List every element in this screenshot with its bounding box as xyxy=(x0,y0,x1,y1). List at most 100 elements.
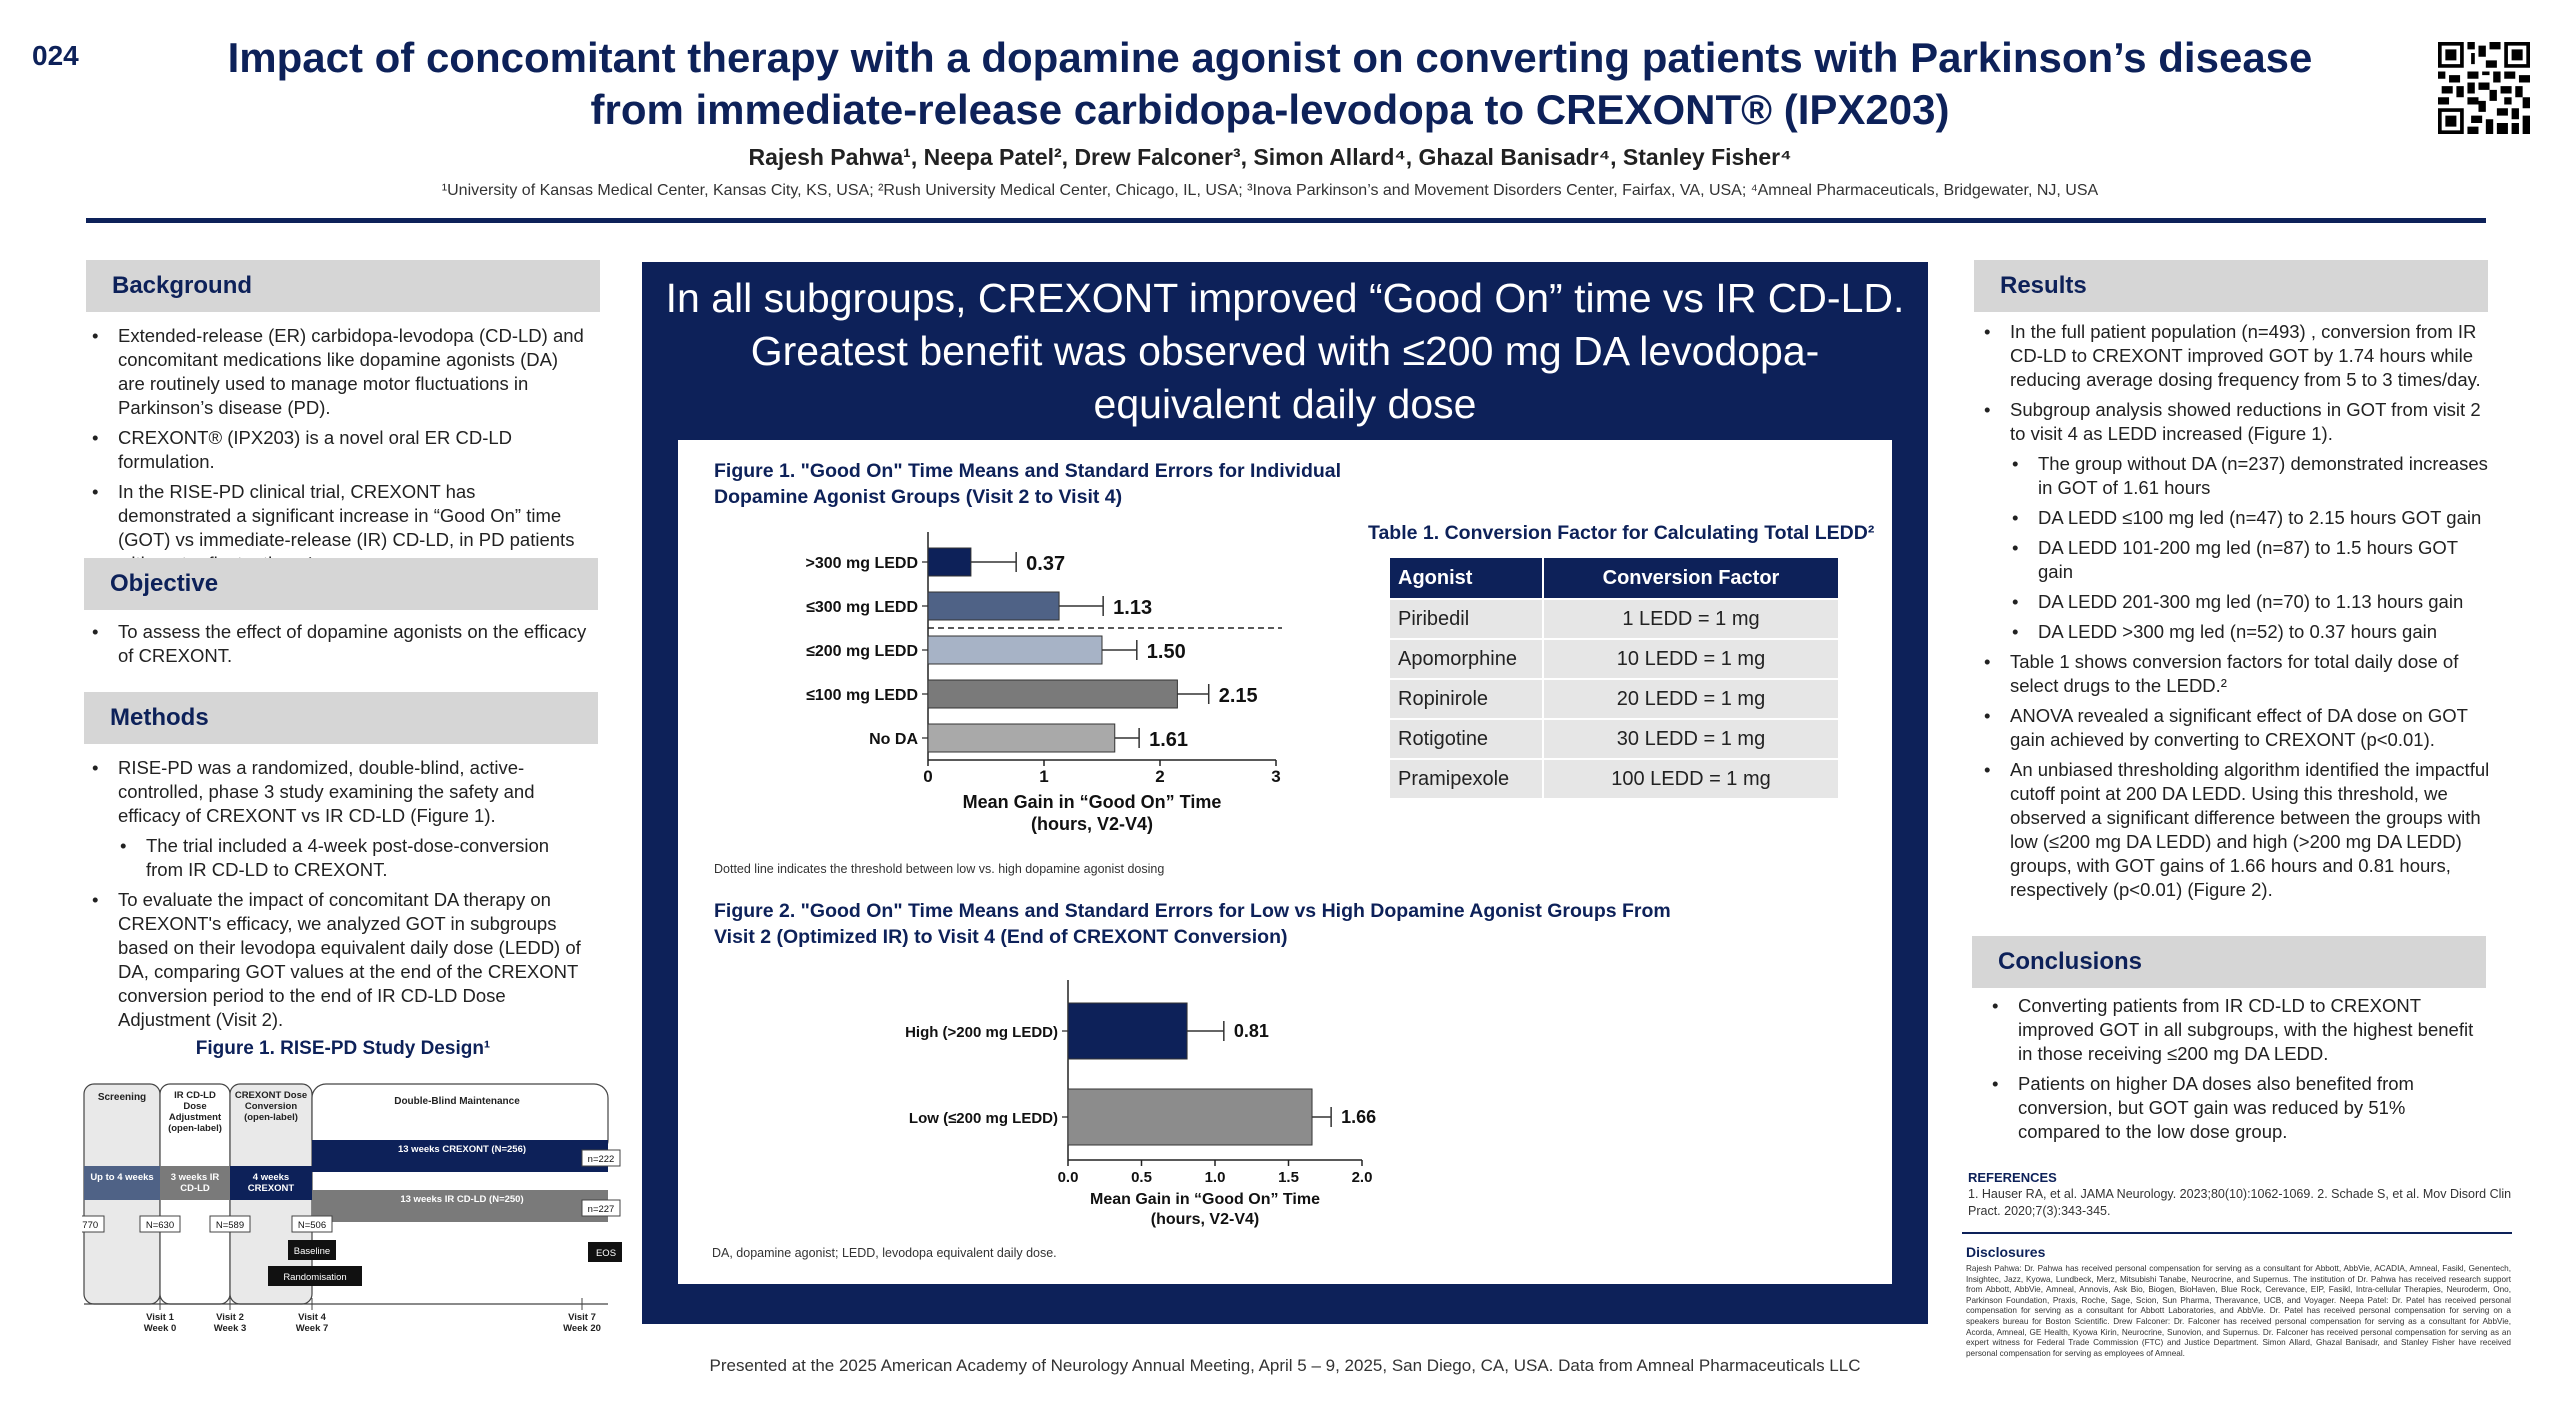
crexont-arm-bar xyxy=(312,1140,608,1172)
bar xyxy=(927,723,1116,753)
background-heading: Background xyxy=(86,260,600,312)
conversion-factor-table: Agonist Conversion Factor Piribedil 1 LED… xyxy=(1388,556,1840,800)
baseline-label: Baseline xyxy=(294,1246,330,1257)
background-bullet: Extended-release (ER) carbidopa-levodopa… xyxy=(92,324,588,420)
background-bullet: CREXONT® (IPX203) is a novel oral ER CD-… xyxy=(92,426,588,474)
methods-bullet: To evaluate the impact of concomitant DA… xyxy=(92,888,588,1032)
disclosures-rule xyxy=(1962,1232,2512,1234)
eos-box xyxy=(588,1242,622,1262)
background-text: Extended-release (ER) carbidopa-levodopa… xyxy=(88,324,588,582)
ir-dose-label: IR CD-LD Dose Adjustment (open-label) xyxy=(168,1090,222,1134)
table-header-agonist: Agonist xyxy=(1388,556,1544,600)
data-label: 1.66 xyxy=(1341,1107,1376,1127)
bar xyxy=(1067,1088,1313,1146)
objective-bullet: To assess the effect of dopamine agonist… xyxy=(92,620,588,668)
n630-box xyxy=(139,1215,181,1233)
table-header-factor: Conversion Factor xyxy=(1542,556,1840,600)
methods-heading: Methods xyxy=(84,692,598,744)
poster-title: Impact of concomitant therapy with a dop… xyxy=(227,34,2313,133)
results-bullet: Table 1 shows conversion factors for tot… xyxy=(1984,650,2490,698)
x-tick-label: 1 xyxy=(1039,767,1048,786)
disclosures-text: Rajesh Pahwa: Dr. Pahwa has received per… xyxy=(1966,1264,2511,1358)
visit-4-label: Visit 4 Week 7 xyxy=(295,1312,329,1334)
agonist-cell: Rotigotine xyxy=(1388,718,1544,760)
baseline-box xyxy=(288,1240,336,1260)
methods-text: RISE-PD was a randomized, double-blind, … xyxy=(88,756,588,1038)
conclusions-bullet: Patients on higher DA doses also benefit… xyxy=(1992,1072,2488,1144)
table-row: Ropinirole 20 LEDD = 1 mg xyxy=(1388,678,1840,720)
figure-2-bar-chart: 0.0 0.5 1.0 1.5 2.0 High (>200 mg LEDD) 0.81 Lo… xyxy=(905,980,1376,1228)
author-list: Rajesh Pahwa¹, Neepa Patel², Drew Falcon… xyxy=(748,144,1792,170)
results-bullet: An unbiased thresholding algorithm ident… xyxy=(1984,758,2490,902)
agonist-cell: Pramipexole xyxy=(1388,758,1544,800)
objective-text: To assess the effect of dopamine agonist… xyxy=(88,620,588,674)
category-label: >300 mg LEDD xyxy=(806,555,918,572)
results-text: In the full patient population (n=493) ,… xyxy=(1980,320,2490,908)
factor-cell: 30 LEDD = 1 mg xyxy=(1542,718,1840,760)
x-axis-title: Mean Gain in “Good On” Time xyxy=(963,792,1222,812)
up-to-label: Up to 4 weeks xyxy=(90,1172,154,1183)
visit-1-label: Visit 1 Week 0 xyxy=(143,1312,177,1334)
results-bullet: Subgroup analysis showed reductions in G… xyxy=(1984,398,2490,446)
x-tick-label: 3 xyxy=(1271,767,1280,786)
table-row: Piribedil 1 LEDD = 1 mg xyxy=(1388,598,1840,640)
study-design-title: Figure 1. RISE-PD Study Design¹ xyxy=(195,1038,491,1059)
conversion-duration-bar xyxy=(230,1166,312,1200)
data-label: 0.81 xyxy=(1234,1021,1269,1041)
qr-code-icon[interactable] xyxy=(2438,42,2530,134)
n222-box xyxy=(581,1149,621,1167)
figure-1-title: Figure 1. "Good On" Time Means and Stand… xyxy=(714,460,1342,508)
category-label: ≤300 mg LEDD xyxy=(806,599,918,616)
factor-cell: 20 LEDD = 1 mg xyxy=(1542,678,1840,720)
table-row: Rotigotine 30 LEDD = 1 mg xyxy=(1388,718,1840,760)
randomisation-label: Randomisation xyxy=(283,1272,346,1283)
bar xyxy=(927,635,1103,665)
n227-label: n=227 xyxy=(588,1204,615,1215)
poster-number: 024 xyxy=(32,40,79,71)
figure-2-note: DA, dopamine agonist; LEDD, levodopa equ… xyxy=(712,1246,1057,1260)
study-design-diagram: Screening IR CD-LD Dose Adjustment (open… xyxy=(82,1083,622,1334)
n506-label: N=506 xyxy=(298,1220,326,1231)
affiliations: ¹University of Kansas Medical Center, Ka… xyxy=(441,182,2099,199)
table-1-title: Table 1. Conversion Factor for Calculati… xyxy=(1368,522,1875,544)
table-row: Pramipexole 100 LEDD = 1 mg xyxy=(1388,758,1840,800)
category-label: Low (≤200 mg LEDD) xyxy=(909,1110,1058,1127)
x-tick-label: 0.5 xyxy=(1131,1169,1152,1186)
references-heading: REFERENCES xyxy=(1968,1170,2057,1185)
references-text: 1. Hauser RA, et al. JAMA Neurology. 202… xyxy=(1968,1187,2512,1218)
eos-label: EOS xyxy=(596,1248,616,1259)
ir-arm-bar xyxy=(312,1190,608,1222)
ir-arm-label: 13 weeks IR CD-LD (N=250) xyxy=(400,1194,524,1205)
factor-cell: 10 LEDD = 1 mg xyxy=(1542,638,1840,680)
ir-duration-bar xyxy=(160,1166,230,1200)
figure-1-bar-chart: 0 1 2 3 >300 mg LEDD 0.37 ≤300 mg LEDD 1.13 ≤200… xyxy=(806,532,1282,834)
factor-cell: 1 LEDD = 1 mg xyxy=(1542,598,1840,640)
conclusions-bullet: Converting patients from IR CD-LD to CRE… xyxy=(1992,994,2488,1066)
disclosures-heading: Disclosures xyxy=(1966,1244,2046,1260)
results-sub-bullet: The group without DA (n=237) demonstrate… xyxy=(2012,452,2490,500)
bar xyxy=(927,547,972,577)
category-label: High (>200 mg LEDD) xyxy=(905,1024,1058,1041)
results-bullet: In the full patient population (n=493) ,… xyxy=(1984,320,2490,392)
x-tick-label: 2 xyxy=(1155,767,1164,786)
agonist-cell: Ropinirole xyxy=(1388,678,1544,720)
table-row: Apomorphine 10 LEDD = 1 mg xyxy=(1388,638,1840,680)
results-bullet: ANOVA revealed a significant effect of D… xyxy=(1984,704,2490,752)
results-sub-bullet: DA LEDD 201-300 mg led (n=70) to 1.13 ho… xyxy=(2012,590,2490,614)
n222-label: n=222 xyxy=(588,1154,615,1165)
footer-presented-at: Presented at the 2025 American Academy o… xyxy=(709,1356,1861,1375)
visit-2-label: Visit 2 Week 3 xyxy=(213,1312,247,1334)
x-tick-label: 1.0 xyxy=(1205,1169,1226,1186)
visit-7-label: Visit 7 Week 20 xyxy=(563,1312,601,1334)
x-tick-label: 1.5 xyxy=(1278,1169,1299,1186)
data-label: 1.61 xyxy=(1149,729,1188,751)
x-axis-title-line-2: (hours, V2-V4) xyxy=(1151,1211,1259,1228)
results-sub-bullet: DA LEDD >300 mg led (n=52) to 0.37 hours… xyxy=(2012,620,2490,644)
x-tick-label: 2.0 xyxy=(1352,1169,1373,1186)
conclusions-heading: Conclusions xyxy=(1972,936,2486,988)
methods-bullet: RISE-PD was a randomized, double-blind, … xyxy=(92,756,588,828)
category-label: ≤100 mg LEDD xyxy=(806,687,918,704)
factor-cell: 100 LEDD = 1 mg xyxy=(1542,758,1840,800)
randomisation-box xyxy=(268,1266,362,1286)
bar xyxy=(927,679,1178,709)
